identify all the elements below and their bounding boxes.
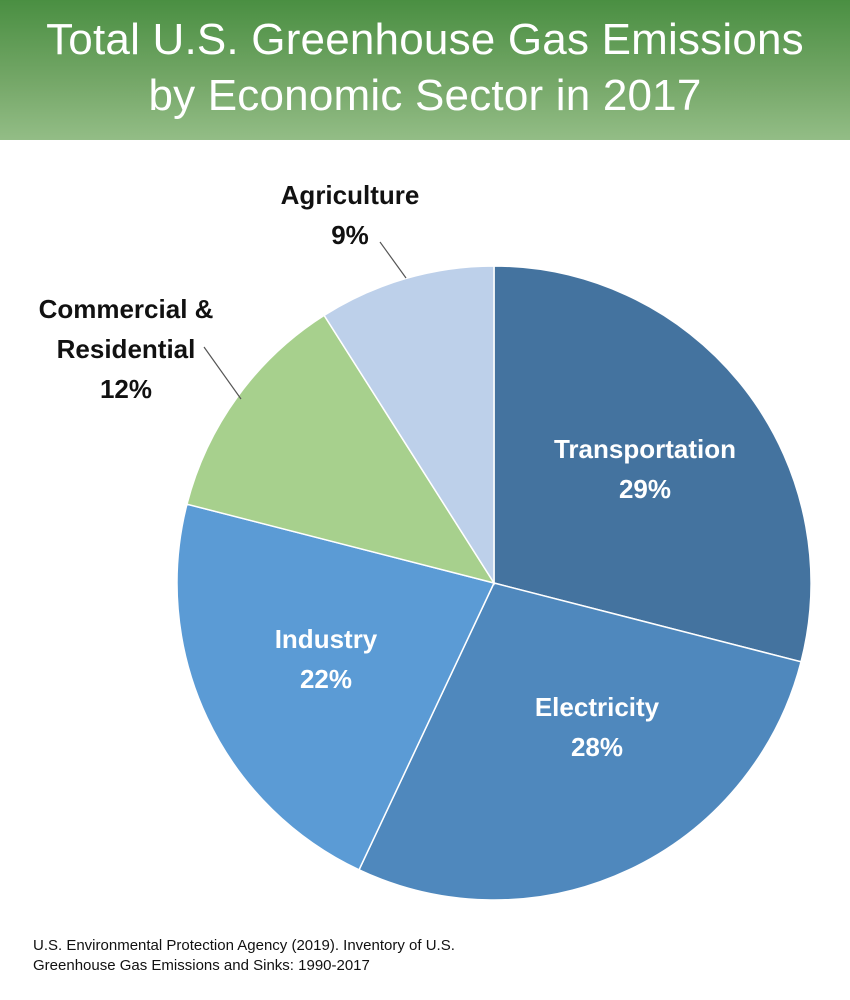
slice-label-commercial-residential: Commercial & Residential 12% — [39, 294, 214, 404]
pie-slice-transportation — [493, 265, 812, 663]
chart-title-line-1: Total U.S. Greenhouse Gas Emissions — [46, 15, 804, 64]
source-citation: U.S. Environmental Protection Agency (20… — [33, 936, 593, 976]
pie-chart: Transportation 29% Electricity 28% Industry 2… — [39, 180, 812, 901]
leader-line-agriculture — [379, 241, 407, 279]
slice-label-transportation-line-1: Transportation — [554, 434, 736, 464]
slice-label-industry-line-2: 22% — [300, 664, 352, 694]
chart-title: Total U.S. Greenhouse Gas Emissions by E… — [0, 12, 850, 124]
slice-label-electricity: Electricity 28% — [535, 692, 660, 762]
slice-label-commercial-residential-line-1: Commercial & — [39, 294, 214, 324]
slice-label-industry-line-1: Industry — [275, 624, 378, 654]
pie-slice-electricity — [358, 582, 802, 901]
pie-slice-commercial-residential — [186, 314, 496, 585]
slice-label-agriculture-line-2: 9% — [331, 220, 369, 250]
pie-chart-area: Transportation 29% Electricity 28% Industry 2… — [0, 140, 850, 930]
slice-label-agriculture-line-1: Agriculture — [281, 180, 420, 210]
pie-slice-agriculture — [323, 265, 495, 586]
slice-label-industry: Industry 22% — [275, 624, 378, 694]
pie-slice-industry — [176, 503, 496, 871]
source-line-2: Greenhouse Gas Emissions and Sinks: 1990… — [33, 957, 370, 974]
slice-label-transportation-line-2: 29% — [619, 474, 671, 504]
slice-label-agriculture: Agriculture 9% — [281, 180, 420, 250]
slice-label-commercial-residential-line-2: Residential — [57, 334, 196, 364]
title-banner: Total U.S. Greenhouse Gas Emissions by E… — [0, 0, 850, 140]
chart-title-line-2: by Economic Sector in 2017 — [148, 71, 702, 120]
leader-line-commercial-residential — [203, 346, 242, 400]
slice-label-commercial-residential-line-3: 12% — [100, 374, 152, 404]
source-line-1: U.S. Environmental Protection Agency (20… — [33, 937, 455, 954]
slice-label-electricity-line-2: 28% — [571, 732, 623, 762]
slice-label-transportation: Transportation 29% — [554, 434, 736, 504]
slice-label-electricity-line-1: Electricity — [535, 692, 660, 722]
